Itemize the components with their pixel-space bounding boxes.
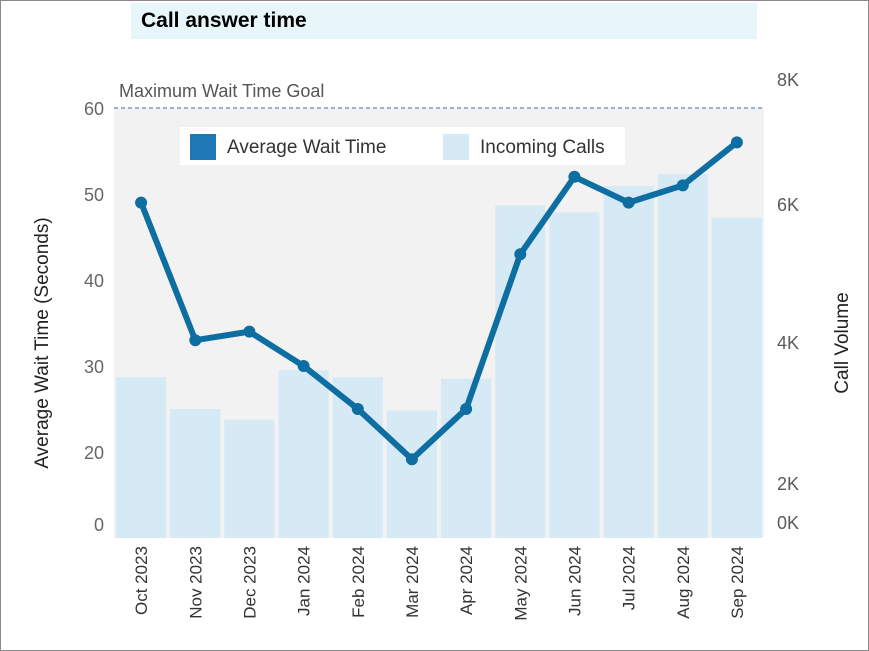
x-tick-jul-2024: Jul 2024 xyxy=(620,546,639,610)
legend-swatch-incoming-calls xyxy=(443,134,469,160)
left-tick-60: 60 xyxy=(84,99,104,119)
bar-mar-2024 xyxy=(386,410,437,538)
right-tick-8k: 8K xyxy=(777,70,799,90)
point-aug-2024 xyxy=(676,179,689,192)
bar-jun-2024 xyxy=(549,212,600,539)
point-jan-2024 xyxy=(297,360,310,372)
goal-label: Maximum Wait Time Goal xyxy=(119,81,324,101)
x-tick-feb-2024: Feb 2024 xyxy=(349,546,368,618)
left-tick-50: 50 xyxy=(84,185,104,205)
point-feb-2024 xyxy=(351,403,364,415)
point-mar-2024 xyxy=(405,453,418,466)
legend-background xyxy=(180,127,625,165)
legend-swatch-average-wait-time xyxy=(190,134,216,160)
x-tick-jun-2024: Jun 2024 xyxy=(565,546,584,616)
bar-dec-2023 xyxy=(224,419,275,538)
point-jul-2024 xyxy=(622,196,635,209)
legend-label-incoming-calls: Incoming Calls xyxy=(480,137,605,158)
right-axis-title: Call Volume xyxy=(832,292,853,393)
point-jun-2024 xyxy=(568,170,581,183)
left-tick-20: 20 xyxy=(84,443,104,463)
x-tick-dec-2023: Dec 2023 xyxy=(240,546,259,619)
average-wait-time-line xyxy=(138,139,740,463)
right-axis-ticks: 0K 2K 4K 6K 8K xyxy=(777,70,799,533)
legend-label-average-wait-time: Average Wait Time xyxy=(227,137,386,158)
x-tick-jan-2024: Jan 2024 xyxy=(295,546,314,616)
left-tick-40: 40 xyxy=(84,271,104,291)
x-axis-ticks: Oct 2023 Nov 2023 Dec 2023 Jan 2024 Feb 2024… xyxy=(132,546,747,621)
point-sep-2024 xyxy=(730,136,743,149)
x-tick-oct-2023: Oct 2023 xyxy=(132,546,151,615)
x-tick-apr-2024: Apr 2024 xyxy=(457,546,476,615)
bar-oct-2023 xyxy=(116,377,167,539)
left-tick-0: 0 xyxy=(94,515,104,535)
point-nov-2023 xyxy=(189,334,202,347)
point-apr-2024 xyxy=(460,403,473,415)
x-tick-aug-2024: Aug 2024 xyxy=(674,546,693,619)
bar-jan-2024 xyxy=(278,370,329,538)
left-axis-ticks: 0 20 30 40 50 60 xyxy=(84,99,104,535)
point-dec-2023 xyxy=(243,325,256,338)
point-oct-2023 xyxy=(135,196,148,209)
line-layer xyxy=(135,136,743,466)
x-tick-mar-2024: Mar 2024 xyxy=(403,546,422,618)
left-tick-30: 30 xyxy=(84,357,104,377)
x-tick-sep-2024: Sep 2024 xyxy=(728,546,747,619)
bar-jul-2024 xyxy=(603,185,654,538)
legend: Average Wait Time Incoming Calls xyxy=(180,127,625,165)
bar-sep-2024 xyxy=(711,217,762,539)
bars-layer xyxy=(116,174,762,539)
right-tick-2k: 2K xyxy=(777,474,799,494)
chart-title: Call answer time xyxy=(141,9,307,32)
plot-background xyxy=(114,108,764,538)
right-tick-6k: 6K xyxy=(777,195,799,215)
x-tick-may-2024: May 2024 xyxy=(511,546,530,621)
title-bar: Call answer time xyxy=(131,3,757,39)
right-tick-0k: 0K xyxy=(777,513,799,533)
x-tick-nov-2023: Nov 2023 xyxy=(186,546,205,619)
right-tick-4k: 4K xyxy=(777,333,799,353)
bar-nov-2023 xyxy=(170,409,221,538)
point-may-2024 xyxy=(514,248,527,261)
left-axis-title: Average Wait Time (Seconds) xyxy=(32,217,53,468)
bar-feb-2024 xyxy=(332,377,383,539)
bar-aug-2024 xyxy=(657,174,708,538)
